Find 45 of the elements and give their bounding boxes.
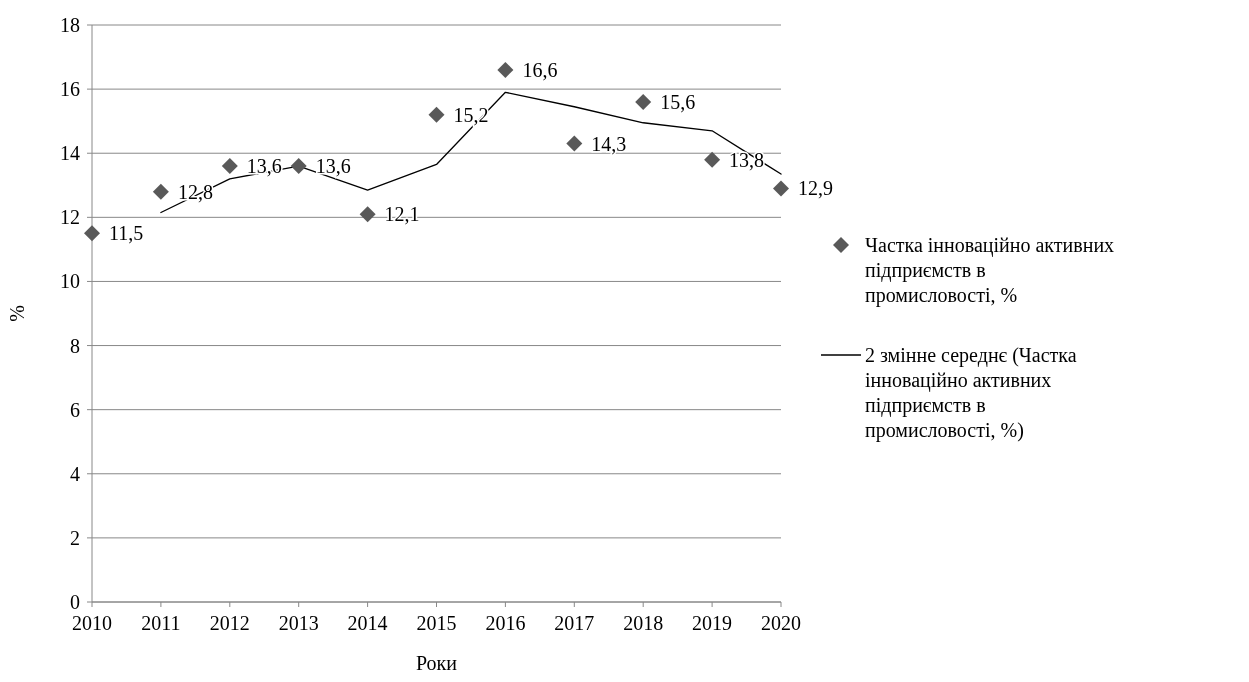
legend-label: 2 змінне середнє (Частка інноваційно активних підприємств в промисловості, %) — [865, 344, 1077, 442]
y-tick-label: 4 — [70, 462, 80, 485]
point — [290, 158, 307, 175]
x-tick-label: 2018 — [623, 612, 664, 634]
y-tick-label: 0 — [70, 591, 80, 613]
y-tick-label: 16 — [60, 78, 80, 101]
x-tick-label: 2016 — [485, 612, 526, 634]
data-label: 11,5 — [109, 222, 144, 245]
x-tick-label: 2015 — [416, 612, 457, 634]
point — [704, 151, 721, 168]
data-label: 16,6 — [522, 58, 558, 81]
y-tick-label: 2 — [70, 526, 80, 549]
x-tick-label: 2014 — [347, 612, 388, 634]
x-tick-label: 2019 — [692, 612, 733, 634]
point — [428, 106, 445, 123]
x-tick-label: 2011 — [141, 612, 181, 634]
y-axis-title: % — [6, 305, 28, 322]
y-tick-label: 6 — [70, 398, 80, 421]
point — [773, 180, 789, 197]
y-tick-label: 14 — [60, 142, 80, 165]
data-label: 13,6 — [315, 155, 351, 178]
y-tick-label: 18 — [60, 14, 80, 36]
x-tick-label: 2013 — [278, 612, 319, 634]
y-tick-label: 8 — [70, 334, 80, 357]
x-tick-label: 2012 — [209, 612, 250, 634]
data-label: 14,3 — [591, 132, 627, 155]
y-tick-label: 12 — [60, 206, 80, 229]
data-label: 13,6 — [246, 155, 282, 178]
data-label: 13,8 — [729, 148, 765, 171]
x-tick-label: 2017 — [554, 612, 595, 634]
point — [359, 206, 376, 223]
point — [635, 93, 652, 110]
data-label: 12,9 — [798, 177, 833, 200]
point — [497, 61, 514, 78]
x-tick-label: 2010 — [72, 612, 112, 634]
point — [566, 135, 583, 152]
y-tick-label: 10 — [60, 270, 80, 293]
data-label: 15,6 — [660, 90, 696, 113]
x-axis-title: Роки — [415, 652, 458, 674]
x-tick-label: 2020 — [761, 612, 801, 634]
point — [84, 225, 100, 242]
point — [221, 158, 238, 175]
legend-label: Частка інноваційно активних підприємств в промисловості, % — [865, 234, 1115, 307]
data-label: 12,1 — [384, 203, 420, 226]
point — [152, 183, 169, 200]
